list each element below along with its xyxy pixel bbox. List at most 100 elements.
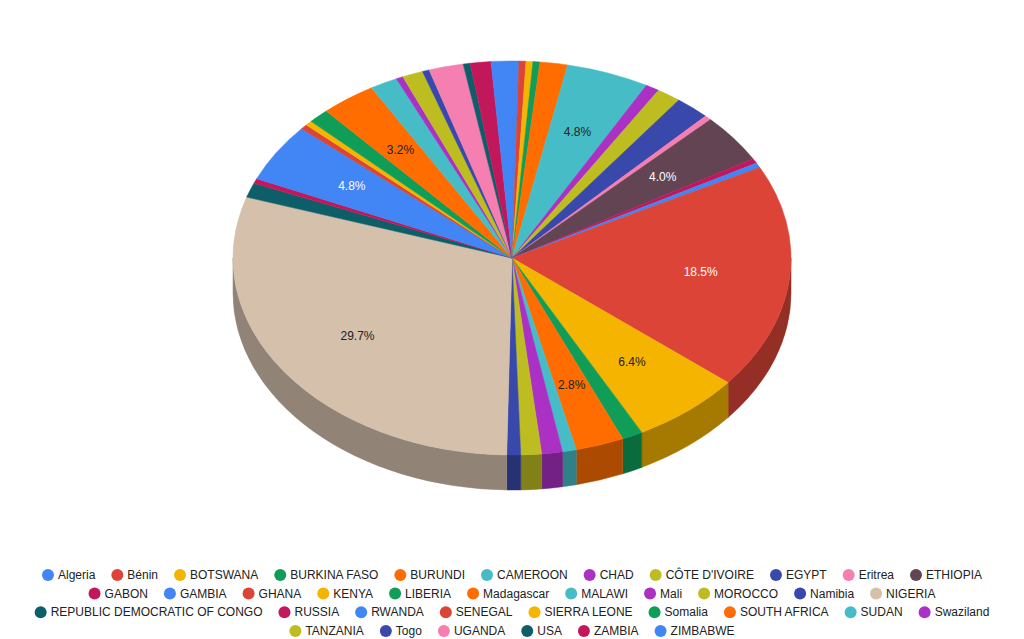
legend-label: Togo bbox=[396, 624, 422, 638]
legend-item: KENYA bbox=[317, 587, 373, 601]
data-label: 29.7% bbox=[340, 329, 374, 343]
legend-label: CAMEROON bbox=[497, 568, 568, 582]
legend-label: Swaziland bbox=[935, 605, 990, 619]
chart: 4.8% 4.0% 18.5% 6.4% 2.8% 29.7% 4.8% 3.2% Algeri… bbox=[0, 0, 1024, 639]
legend-item: Mali bbox=[644, 587, 682, 601]
legend-label: RWANDA bbox=[371, 605, 424, 619]
legend-swatch bbox=[698, 588, 710, 600]
legend-swatch bbox=[278, 606, 290, 618]
data-label: 2.8% bbox=[558, 378, 586, 392]
data-label: 18.5% bbox=[684, 265, 718, 279]
legend-swatch bbox=[467, 588, 479, 600]
legend-label: ZAMBIA bbox=[594, 624, 639, 638]
data-label: 4.8% bbox=[338, 179, 366, 193]
legend-label: USA bbox=[537, 624, 562, 638]
legend-item: ETHIOPIA bbox=[910, 568, 982, 582]
legend-item: Togo bbox=[380, 624, 422, 638]
data-label: 4.8% bbox=[564, 125, 592, 139]
legend-item: RWANDA bbox=[355, 605, 424, 619]
legend-label: REPUBLIC DEMOCRATIC OF CONGO bbox=[51, 605, 263, 619]
legend-swatch bbox=[649, 606, 661, 618]
legend-label: BURKINA FASO bbox=[290, 568, 378, 582]
legend-item: EGYPT bbox=[770, 568, 827, 582]
data-label: 4.0% bbox=[649, 170, 677, 184]
data-label: 3.2% bbox=[387, 143, 415, 157]
legend-item: TANZANIA bbox=[289, 624, 363, 638]
slice-side bbox=[563, 450, 577, 487]
legend-label: SOUTH AFRICA bbox=[740, 605, 829, 619]
legend-label: SUDAN bbox=[861, 605, 903, 619]
legend-swatch bbox=[644, 588, 656, 600]
legend-swatch bbox=[655, 625, 667, 637]
legend-swatch bbox=[794, 588, 806, 600]
legend-item: ZAMBIA bbox=[578, 624, 639, 638]
legend-swatch bbox=[910, 569, 922, 581]
legend-item: Algeria bbox=[42, 568, 96, 582]
legend-label: GHANA bbox=[259, 587, 302, 601]
legend-swatch bbox=[394, 569, 406, 581]
legend-item: MOROCCO bbox=[698, 587, 778, 601]
legend-item: GAMBIA bbox=[164, 587, 227, 601]
legend-item: BURUNDI bbox=[394, 568, 465, 582]
slice-side bbox=[521, 454, 542, 490]
legend-item: SIERRA LEONE bbox=[529, 605, 633, 619]
legend-swatch bbox=[845, 606, 857, 618]
legend-item: BURKINA FASO bbox=[274, 568, 378, 582]
legend-item: Somalia bbox=[649, 605, 709, 619]
legend-label: MALAWI bbox=[581, 587, 628, 601]
legend-item: CAMEROON bbox=[481, 568, 568, 582]
legend-swatch bbox=[919, 606, 931, 618]
legend-item: Eritrea bbox=[843, 568, 895, 582]
legend-item: SUDAN bbox=[845, 605, 903, 619]
data-labels: 4.8% 4.0% 18.5% 6.4% 2.8% 29.7% 4.8% 3.2% bbox=[338, 125, 718, 392]
legend-label: Somalia bbox=[665, 605, 709, 619]
legend-label: BURUNDI bbox=[410, 568, 465, 582]
legend-label: CÔTE D'IVOIRE bbox=[666, 567, 754, 582]
legend-swatch bbox=[440, 606, 452, 618]
legend-label: SENEGAL bbox=[456, 605, 513, 619]
legend-swatch bbox=[89, 588, 101, 600]
legend-label: RUSSIA bbox=[294, 605, 339, 619]
legend-item: REPUBLIC DEMOCRATIC OF CONGO bbox=[35, 605, 263, 619]
legend-label: CHAD bbox=[600, 568, 634, 582]
legend-swatch bbox=[438, 625, 450, 637]
legend-swatch bbox=[770, 569, 782, 581]
slice-side bbox=[623, 432, 642, 473]
legend-item: CHAD bbox=[584, 568, 634, 582]
legend-swatch bbox=[35, 606, 47, 618]
legend-label: NIGERIA bbox=[886, 587, 935, 601]
legend-swatch bbox=[243, 588, 255, 600]
legend-item: MALAWI bbox=[565, 587, 628, 601]
legend-swatch bbox=[111, 569, 123, 581]
legend-item: UGANDA bbox=[438, 624, 505, 638]
legend-label: TANZANIA bbox=[305, 624, 363, 638]
legend-swatch bbox=[389, 588, 401, 600]
legend-swatch bbox=[584, 569, 596, 581]
legend-swatch bbox=[289, 625, 301, 637]
legend-item: Namibia bbox=[794, 587, 854, 601]
slice-side bbox=[507, 455, 521, 490]
legend-swatch bbox=[164, 588, 176, 600]
legend-swatch bbox=[870, 588, 882, 600]
pie-slice bbox=[491, 61, 512, 258]
legend-label: GAMBIA bbox=[180, 587, 227, 601]
legend-item: USA bbox=[521, 624, 562, 638]
legend-item: RUSSIA bbox=[278, 605, 339, 619]
legend-item: SOUTH AFRICA bbox=[724, 605, 829, 619]
legend-item: BOTSWANA bbox=[174, 568, 258, 582]
data-label: 6.4% bbox=[618, 355, 646, 369]
legend-label: Mali bbox=[660, 587, 682, 601]
legend-label: SIERRA LEONE bbox=[545, 605, 633, 619]
legend-label: LIBERIA bbox=[405, 587, 451, 601]
legend-label: Bénin bbox=[127, 568, 158, 582]
legend-swatch bbox=[724, 606, 736, 618]
legend-label: BOTSWANA bbox=[190, 568, 258, 582]
pie-slice bbox=[470, 62, 512, 258]
legend-swatch bbox=[481, 569, 493, 581]
legend-swatch bbox=[42, 569, 54, 581]
pie-slices bbox=[233, 61, 791, 455]
legend-swatch bbox=[529, 606, 541, 618]
legend: Algeria Bénin BOTSWANA BURKINA FASO BURUNDI C… bbox=[35, 567, 990, 638]
legend-swatch bbox=[380, 625, 392, 637]
legend-label: Algeria bbox=[58, 568, 96, 582]
